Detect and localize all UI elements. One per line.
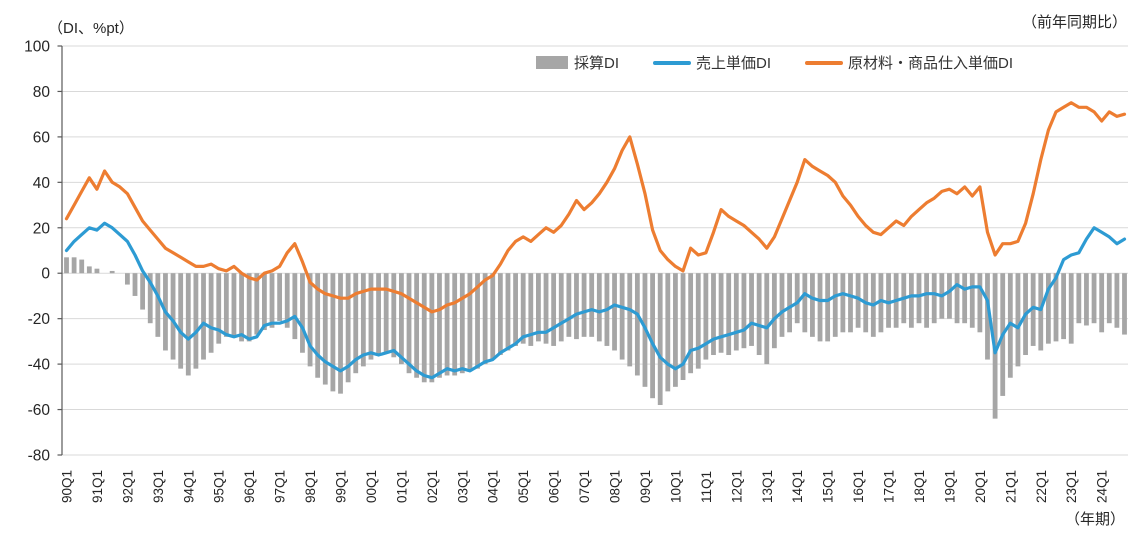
svg-text:93Q1: 93Q1 — [151, 470, 166, 503]
svg-text:90Q1: 90Q1 — [60, 470, 75, 503]
legend-item-input-price-di: 原材料・商品仕入単価DI — [805, 52, 1013, 73]
svg-text:97Q1: 97Q1 — [273, 470, 288, 503]
y-axis-unit-label: （DI、%pt） — [48, 20, 134, 37]
svg-text:-60: -60 — [28, 402, 51, 419]
svg-text:0: 0 — [41, 266, 50, 283]
svg-text:80: 80 — [33, 84, 51, 101]
svg-text:06Q1: 06Q1 — [547, 470, 562, 503]
svg-text:13Q1: 13Q1 — [760, 470, 775, 503]
legend-item-profit-di: 採算DI — [536, 52, 619, 73]
svg-text:-40: -40 — [28, 357, 51, 374]
legend: 採算DI 売上単価DI 原材料・商品仕入単価DI — [536, 52, 1013, 73]
svg-text:09Q1: 09Q1 — [638, 470, 653, 503]
svg-text:19Q1: 19Q1 — [942, 470, 957, 503]
x-axis-unit-label: （年期） — [1064, 511, 1125, 528]
svg-text:10Q1: 10Q1 — [668, 470, 683, 503]
svg-text:40: 40 — [33, 175, 51, 192]
line-swatch-icon — [805, 60, 844, 65]
svg-text:23Q1: 23Q1 — [1064, 470, 1079, 503]
legend-label-sales-price-di: 売上単価DI — [696, 55, 772, 72]
svg-text:95Q1: 95Q1 — [212, 470, 227, 503]
svg-text:-80: -80 — [28, 448, 51, 465]
svg-text:99Q1: 99Q1 — [334, 470, 349, 503]
svg-text:98Q1: 98Q1 — [303, 470, 318, 503]
svg-text:05Q1: 05Q1 — [516, 470, 531, 503]
svg-text:91Q1: 91Q1 — [90, 470, 105, 503]
svg-text:07Q1: 07Q1 — [577, 470, 592, 503]
svg-text:96Q1: 96Q1 — [242, 470, 257, 503]
legend-label-profit-di: 採算DI — [574, 55, 620, 72]
svg-text:04Q1: 04Q1 — [486, 470, 501, 503]
svg-text:20: 20 — [33, 220, 51, 237]
svg-text:21Q1: 21Q1 — [1003, 470, 1018, 503]
svg-text:92Q1: 92Q1 — [120, 470, 135, 503]
svg-text:16Q1: 16Q1 — [851, 470, 866, 503]
svg-text:03Q1: 03Q1 — [455, 470, 470, 503]
svg-text:02Q1: 02Q1 — [425, 470, 440, 503]
svg-text:08Q1: 08Q1 — [608, 470, 623, 503]
svg-text:60: 60 — [33, 129, 51, 146]
svg-text:00Q1: 00Q1 — [364, 470, 379, 503]
svg-text:17Q1: 17Q1 — [882, 470, 897, 503]
legend-label-input-price-di: 原材料・商品仕入単価DI — [848, 55, 1014, 72]
svg-text:11Q1: 11Q1 — [699, 471, 714, 503]
svg-text:15Q1: 15Q1 — [821, 470, 836, 503]
svg-text:-20: -20 — [28, 311, 51, 328]
yoy-note-label: （前年同期比） — [1021, 14, 1127, 31]
svg-text:01Q1: 01Q1 — [394, 470, 409, 503]
svg-text:14Q1: 14Q1 — [790, 470, 805, 503]
bar-swatch-icon — [536, 56, 568, 69]
svg-text:24Q1: 24Q1 — [1095, 470, 1110, 503]
svg-text:22Q1: 22Q1 — [1034, 470, 1049, 503]
svg-text:94Q1: 94Q1 — [181, 470, 196, 503]
svg-text:12Q1: 12Q1 — [729, 470, 744, 503]
line-swatch-icon — [653, 60, 692, 65]
svg-text:100: 100 — [24, 39, 50, 56]
svg-text:18Q1: 18Q1 — [912, 470, 927, 503]
legend-item-sales-price-di: 売上単価DI — [653, 52, 771, 73]
svg-text:20Q1: 20Q1 — [973, 470, 988, 503]
